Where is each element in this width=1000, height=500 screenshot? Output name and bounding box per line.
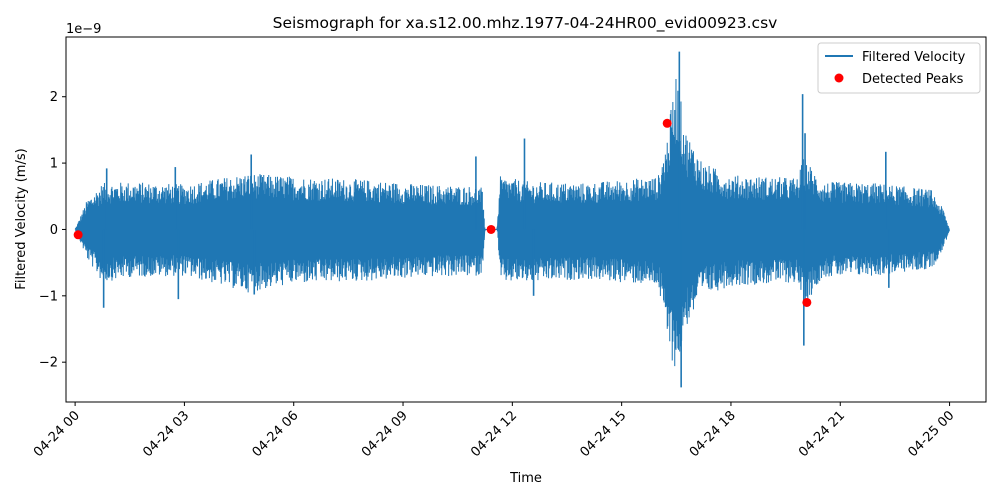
y-axis: −2 −1 0 1 2 — [39, 90, 66, 371]
legend-dot-swatch — [834, 73, 844, 83]
plot-frame — [65, 36, 987, 403]
detected-peak-point — [662, 118, 672, 128]
series-layer — [74, 51, 951, 388]
legend-entry-detected-peaks: Detected Peaks — [862, 72, 964, 87]
y-offset-label: 1e−9 — [66, 22, 101, 37]
peaks-layer — [73, 118, 812, 307]
legend: Filtered Velocity Detected Peaks — [817, 42, 981, 94]
x-axis-label: Time — [509, 471, 542, 486]
y-tick-label: −2 — [39, 356, 58, 371]
y-axis-label: Filtered Velocity (m/s) — [14, 148, 29, 289]
legend-box — [817, 42, 981, 94]
y-tick-label: 2 — [50, 90, 58, 105]
detected-peak-point — [486, 224, 496, 234]
detected-peak-point — [73, 230, 83, 240]
filtered-velocity-trace — [74, 78, 951, 367]
chart-title: Seismograph for xa.s12.00.mhz.1977-04-24… — [273, 14, 778, 33]
y-tick-label: −1 — [39, 289, 58, 304]
detected-peak-point — [802, 297, 812, 307]
legend-entry-filtered-velocity: Filtered Velocity — [862, 50, 966, 65]
y-tick-label: 0 — [50, 223, 58, 238]
plot-area — [73, 51, 951, 388]
y-tick-label: 1 — [50, 157, 58, 172]
